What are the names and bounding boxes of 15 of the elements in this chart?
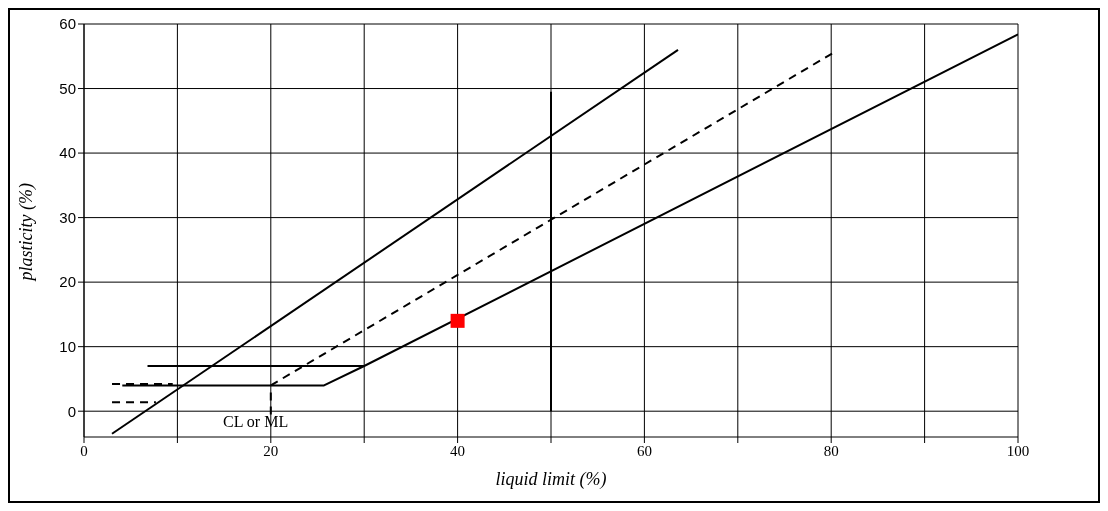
y-tick-label: 20: [59, 273, 76, 291]
x-tick-label: 40: [450, 442, 466, 459]
y-tick-label: 60: [59, 15, 76, 33]
y-tick-label: 30: [59, 208, 76, 226]
y-tick-label: 50: [59, 79, 76, 97]
x-tick-label: 80: [823, 442, 839, 459]
x-tick-label: 20: [263, 442, 279, 459]
y-tick-label: 10: [59, 337, 76, 355]
x-axis-title: liquid limit (%): [495, 469, 607, 490]
x-tick-label: 100: [1006, 442, 1030, 459]
x-tick-label: 0: [80, 442, 88, 459]
y-tick-label: 0: [67, 402, 76, 420]
y-axis-title: plasticity (%): [16, 183, 38, 283]
y-tick-label: 40: [59, 144, 76, 162]
x-tick-label: 60: [636, 442, 652, 459]
